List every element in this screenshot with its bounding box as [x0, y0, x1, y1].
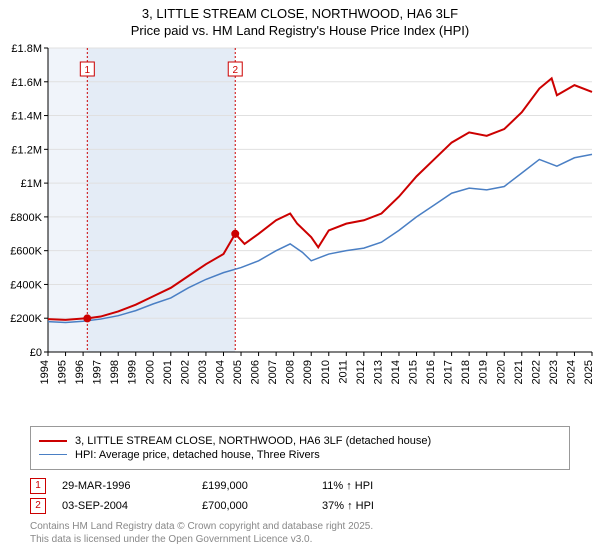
x-tick-label: 2025 — [583, 360, 595, 384]
y-tick-label: £200K — [10, 313, 42, 325]
x-tick-label: 2017 — [443, 360, 455, 384]
sale-marker-number: 2 — [232, 65, 238, 76]
legend-swatch — [39, 454, 67, 455]
x-tick-label: 2007 — [267, 360, 279, 384]
x-tick-label: 2023 — [548, 360, 560, 384]
x-tick-label: 1994 — [39, 360, 51, 384]
x-tick-label: 2012 — [355, 360, 367, 384]
x-tick-label: 2003 — [197, 360, 209, 384]
legend-box: 3, LITTLE STREAM CLOSE, NORTHWOOD, HA6 3… — [30, 426, 570, 470]
sale-marker-number: 1 — [85, 65, 91, 76]
x-tick-label: 1996 — [74, 360, 86, 384]
x-tick-label: 2015 — [408, 360, 420, 384]
x-tick-label: 1995 — [57, 360, 69, 384]
x-tick-label: 2006 — [250, 360, 262, 384]
x-tick-label: 2021 — [513, 360, 525, 384]
legend-label: 3, LITTLE STREAM CLOSE, NORTHWOOD, HA6 3… — [75, 435, 431, 447]
sale-row: 1 29-MAR-1996£199,00011% ↑ HPI — [30, 478, 570, 494]
footer-attribution: Contains HM Land Registry data © Crown c… — [30, 520, 570, 546]
legend-label: HPI: Average price, detached house, Thre… — [75, 449, 320, 461]
x-tick-label: 2000 — [144, 360, 156, 384]
chart-title: 3, LITTLE STREAM CLOSE, NORTHWOOD, HA6 3… — [0, 0, 600, 40]
y-tick-label: £800K — [10, 212, 42, 224]
x-tick-label: 2022 — [530, 360, 542, 384]
y-tick-label: £1.4M — [11, 110, 42, 122]
footer-line-1: Contains HM Land Registry data © Crown c… — [30, 521, 373, 532]
x-tick-label: 2020 — [495, 360, 507, 384]
y-tick-label: £1M — [21, 178, 42, 190]
title-line-1: 3, LITTLE STREAM CLOSE, NORTHWOOD, HA6 3… — [142, 6, 458, 21]
x-tick-label: 1998 — [109, 360, 121, 384]
sale-price: £199,000 — [202, 480, 322, 492]
sale-date: 03-SEP-2004 — [62, 500, 202, 512]
y-tick-label: £400K — [10, 279, 42, 291]
footer-line-2: This data is licensed under the Open Gov… — [30, 534, 312, 545]
line-chart: £0 £200K £400K £600K £800K £1M £1.2M £1.4M £1.6M… — [0, 40, 600, 420]
sale-band — [48, 48, 87, 352]
x-tick-label: 2004 — [214, 360, 226, 384]
x-tick-label: 2024 — [565, 360, 577, 384]
sale-row: 2 03-SEP-2004£700,00037% ↑ HPI — [30, 498, 570, 514]
x-tick-label: 1999 — [127, 360, 139, 384]
y-tick-label: £600K — [10, 245, 42, 257]
chart-area: £0 £200K £400K £600K £800K £1M £1.2M £1.4M £1.6M… — [0, 40, 600, 420]
sale-date: 29-MAR-1996 — [62, 480, 202, 492]
sale-marker-dot — [231, 230, 239, 238]
sale-pct: 37% ↑ HPI — [322, 500, 442, 512]
y-tick-label: £1.2M — [11, 144, 42, 156]
x-tick-label: 2019 — [478, 360, 490, 384]
legend-item: HPI: Average price, detached house, Thre… — [39, 449, 561, 461]
x-tick-label: 2008 — [285, 360, 297, 384]
y-tick-label: £0 — [30, 347, 42, 359]
x-tick-label: 2010 — [320, 360, 332, 384]
sale-band — [235, 48, 592, 352]
sale-marker-dot — [83, 314, 91, 322]
sale-marker-icon: 2 — [30, 498, 46, 514]
x-tick-label: 2016 — [425, 360, 437, 384]
x-tick-label: 2011 — [337, 360, 349, 384]
y-tick-label: £1.8M — [11, 43, 42, 55]
title-line-2: Price paid vs. HM Land Registry's House … — [131, 23, 469, 38]
sale-price: £700,000 — [202, 500, 322, 512]
x-tick-label: 2005 — [232, 360, 244, 384]
x-tick-label: 2018 — [460, 360, 472, 384]
sale-band — [87, 48, 235, 352]
sale-pct: 11% ↑ HPI — [322, 480, 442, 492]
x-tick-label: 1997 — [92, 360, 104, 384]
legend-swatch — [39, 440, 67, 442]
sale-marker-icon: 1 — [30, 478, 46, 494]
x-tick-label: 2013 — [372, 360, 384, 384]
x-tick-label: 2002 — [179, 360, 191, 384]
x-tick-label: 2014 — [390, 360, 402, 384]
sales-table: 1 29-MAR-1996£199,00011% ↑ HPI 2 03-SEP-200… — [30, 478, 570, 514]
y-tick-label: £1.6M — [11, 77, 42, 89]
x-tick-label: 2001 — [162, 360, 174, 384]
legend-item: 3, LITTLE STREAM CLOSE, NORTHWOOD, HA6 3… — [39, 435, 561, 447]
x-tick-label: 2009 — [302, 360, 314, 384]
